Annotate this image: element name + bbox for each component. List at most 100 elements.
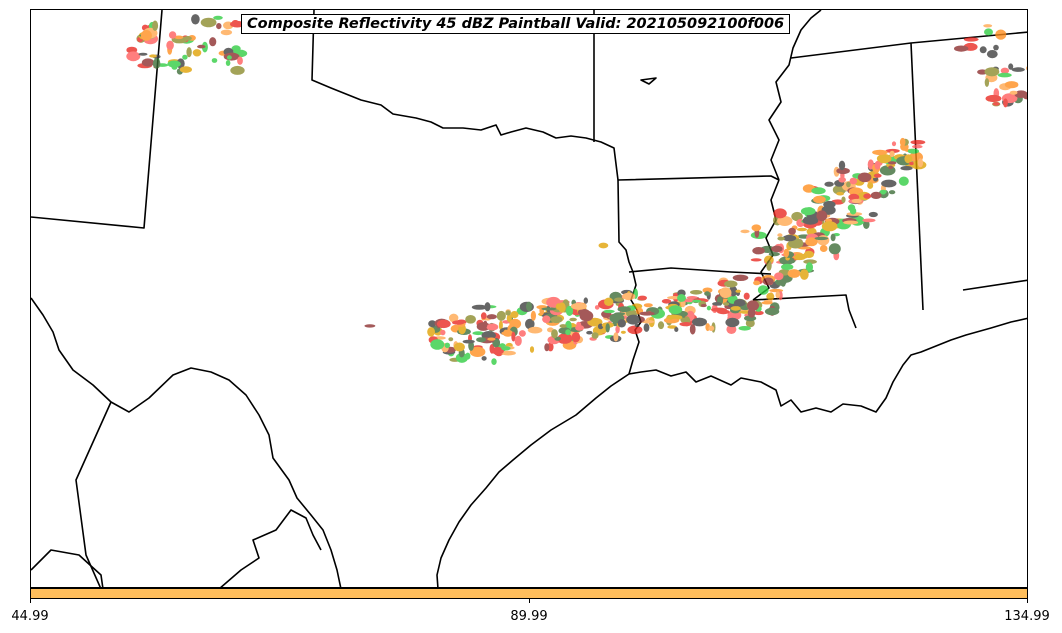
reflectivity-blob	[1004, 81, 1019, 89]
reflectivity-blob	[501, 346, 511, 351]
reflectivity-blob	[191, 14, 200, 25]
reflectivity-blob	[527, 326, 543, 334]
reflectivity-blob	[692, 317, 707, 327]
reflectivity-blob	[617, 319, 626, 328]
reflectivity-blob	[604, 297, 614, 306]
reflectivity-blob	[453, 342, 465, 352]
reflectivity-blob	[1025, 66, 1027, 71]
reflectivity-blob	[427, 327, 435, 337]
colorbar	[30, 588, 1028, 599]
reflectivity-blob	[613, 332, 619, 342]
reflectivity-blob	[496, 310, 506, 321]
state-border-tn	[790, 31, 1027, 59]
reflectivity-blob	[993, 44, 999, 51]
reflectivity-blob	[863, 193, 872, 199]
mexico-state-border-2	[31, 549, 104, 587]
reflectivity-blob	[569, 317, 577, 322]
reflectivity-blob	[542, 315, 551, 324]
reflectivity-blob	[771, 245, 783, 253]
rio-grande	[31, 297, 342, 587]
reflectivity-blob	[872, 149, 888, 156]
reflectivity-blob	[481, 356, 487, 361]
state-border-co-nm	[31, 10, 163, 229]
reflectivity-blob	[501, 331, 508, 335]
reflectivity-blob	[209, 37, 217, 47]
reflectivity-blob	[168, 31, 177, 39]
reflectivity-blob	[782, 234, 797, 242]
reflectivity-blob	[724, 280, 738, 288]
reflectivity-blob	[666, 314, 683, 320]
reflectivity-blob	[800, 207, 816, 216]
colorbar-tickmark	[30, 599, 31, 603]
reflectivity-blob	[498, 320, 503, 331]
map-canvas	[31, 10, 1027, 587]
reflectivity-blob	[912, 144, 923, 149]
boundaries	[31, 10, 1027, 587]
reflectivity-blob	[692, 299, 702, 303]
reflectivity-blob	[677, 294, 686, 302]
reflectivity-blob	[152, 58, 161, 69]
reflectivity-blob	[530, 310, 536, 321]
reflectivity-blob	[862, 218, 876, 223]
reflectivity-blob	[149, 54, 157, 58]
reflectivity-blob	[525, 318, 535, 330]
reflectivity-blob	[617, 306, 631, 313]
reflectivity-blob	[689, 324, 696, 335]
reflectivity-blob	[541, 307, 557, 311]
reflectivity-blob	[802, 216, 819, 225]
reflectivity-blob	[857, 172, 872, 183]
reflectivity-blob	[773, 208, 787, 219]
reflectivity-blob	[603, 309, 615, 314]
reflectivity-blob	[639, 311, 655, 316]
reflectivity-blob	[211, 58, 218, 63]
reflectivity-blob	[1000, 67, 1010, 74]
reflectivity-blob	[984, 28, 993, 36]
reflectivity-blob	[708, 325, 715, 331]
reflectivity-blob	[586, 330, 593, 335]
reflectivity-blob	[830, 233, 836, 242]
reflectivity-blob	[752, 247, 765, 255]
reflectivity-blob	[766, 292, 775, 300]
reflectivity-blob	[730, 306, 741, 311]
reflectivity-blob	[183, 36, 192, 41]
reflectivity-blob	[777, 236, 785, 241]
reflectivity-blob	[788, 227, 796, 235]
reflectivity-blob	[448, 337, 454, 342]
reflectivity-blob	[502, 329, 514, 337]
reflectivity-blob	[888, 165, 893, 170]
lake-outline	[640, 77, 657, 85]
reflectivity-blob	[529, 346, 535, 353]
reflectivity-blob	[668, 305, 683, 315]
reflectivity-blob	[614, 297, 624, 302]
reflectivity-blob	[483, 320, 488, 329]
reflectivity-blob	[682, 298, 696, 303]
reflectivity-blob	[753, 310, 764, 316]
reflectivity-blob	[489, 344, 495, 354]
reflectivity-blob	[605, 323, 610, 333]
reflectivity-blob	[469, 346, 486, 357]
reflectivity-blob	[627, 325, 643, 335]
reflectivity-blob	[1003, 98, 1008, 108]
reflectivity-blob	[735, 289, 741, 293]
reflectivity-blob	[836, 167, 850, 175]
reflectivity-blob	[753, 280, 761, 286]
state-border-ok-tx	[311, 10, 619, 181]
reflectivity-blob	[140, 30, 152, 41]
reflectivity-blob	[226, 55, 232, 60]
reflectivity-blob	[551, 329, 558, 339]
reflectivity-blob	[888, 190, 896, 195]
reflectivity-blob	[783, 248, 790, 258]
reflectivity-blob	[803, 259, 817, 264]
reflectivity-blob	[880, 191, 886, 195]
reflectivity-blob	[171, 64, 178, 70]
reflectivity-blob	[992, 102, 1000, 106]
reflectivity-blob	[824, 181, 834, 187]
reflectivity-blob	[766, 260, 772, 271]
reflectivity-blob	[849, 177, 858, 185]
reflectivity-blob	[622, 292, 636, 301]
reflectivity-blob	[440, 329, 446, 336]
reflectivity-blob	[179, 66, 192, 73]
reflectivity-blob	[794, 253, 808, 260]
reflectivity-blob	[197, 44, 206, 49]
reflectivity-blob	[811, 187, 826, 195]
